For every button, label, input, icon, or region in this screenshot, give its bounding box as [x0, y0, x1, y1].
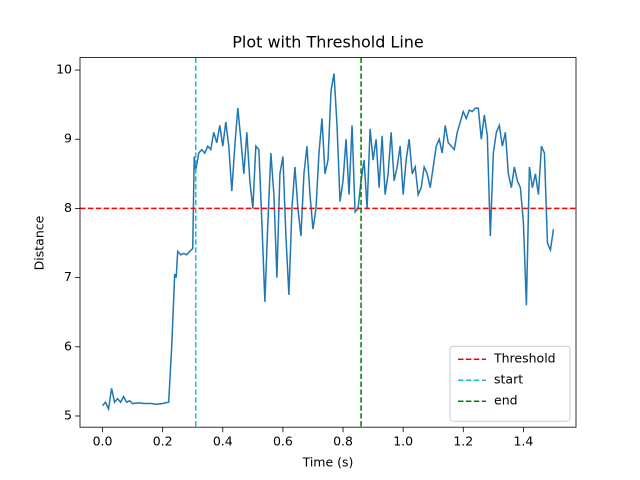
y-tick-label: 10 [56, 62, 72, 77]
x-tick-label: 0.2 [153, 434, 173, 449]
legend-label: start [494, 372, 523, 387]
y-tick-label: 8 [64, 200, 72, 215]
y-tick-label: 9 [64, 131, 72, 146]
x-axis-label: Time (s) [302, 455, 354, 470]
x-tick-label: 1.0 [393, 434, 413, 449]
y-tick-label: 6 [64, 338, 72, 353]
x-tick-label: 0.0 [93, 434, 113, 449]
data-line [101, 73, 555, 412]
x-tick-label: 1.2 [453, 434, 473, 449]
legend-label: end [494, 393, 518, 408]
x-tick-label: 0.6 [273, 434, 293, 449]
legend-box [449, 345, 571, 422]
y-axis-label: Distance [32, 215, 47, 270]
legend-label: Threshold [493, 351, 556, 366]
x-tick-label: 0.4 [213, 434, 233, 449]
x-tick-label: 0.8 [333, 434, 353, 449]
chart-title: Plot with Threshold Line [232, 33, 424, 52]
y-tick-label: 7 [64, 269, 72, 284]
y-tick-label: 5 [64, 407, 72, 422]
x-tick-label: 1.4 [513, 434, 533, 449]
plot-frame [79, 57, 577, 428]
